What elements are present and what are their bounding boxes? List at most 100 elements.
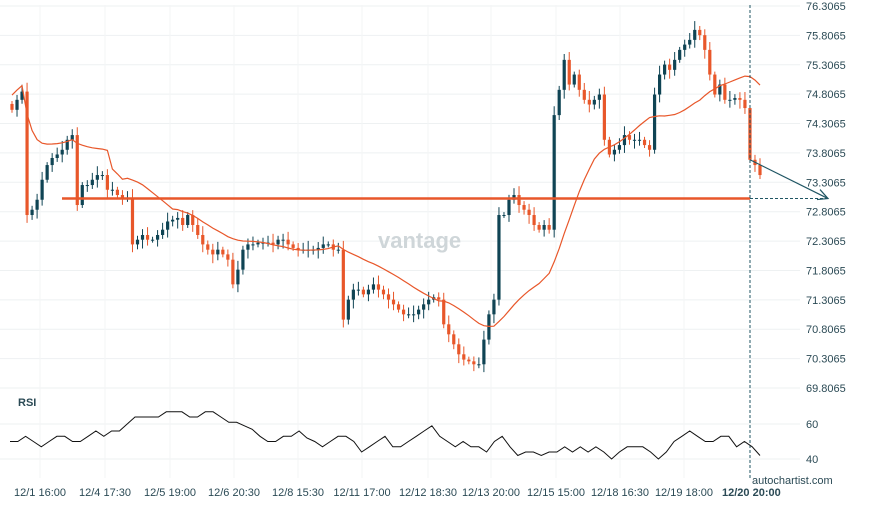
candle-body xyxy=(743,99,747,109)
candle-body xyxy=(422,304,426,310)
candle-body xyxy=(602,94,606,140)
candle-body xyxy=(55,154,59,159)
x-tick: 12/5 19:00 xyxy=(144,487,196,499)
candle-body xyxy=(678,49,682,60)
candle xyxy=(597,88,601,109)
candle-body xyxy=(632,139,637,141)
candle xyxy=(758,158,762,179)
x-tick-current-date: 12/20 xyxy=(722,487,750,499)
candle-body xyxy=(316,247,320,250)
x-tick: 12/18 16:30 xyxy=(591,487,649,499)
candle xyxy=(401,304,406,322)
candle-body xyxy=(517,195,521,206)
candle-body xyxy=(241,249,245,270)
x-tick: 12/13 20:00 xyxy=(462,487,520,499)
x-tick: 12/8 15:30 xyxy=(272,487,324,499)
candle-body xyxy=(617,145,622,150)
candle xyxy=(718,79,722,102)
candle-body xyxy=(457,344,461,355)
candle-body xyxy=(673,59,677,70)
candle xyxy=(698,25,702,41)
candle-body xyxy=(40,179,44,200)
candle-body xyxy=(406,314,411,316)
candle-body xyxy=(567,59,571,85)
candle xyxy=(567,52,571,91)
candle-body xyxy=(351,289,355,300)
candle xyxy=(547,218,551,234)
candle xyxy=(748,105,752,163)
candle-body xyxy=(592,99,596,105)
candle-body xyxy=(652,94,657,150)
candle xyxy=(85,180,89,192)
candle-body xyxy=(647,145,652,150)
candle-body xyxy=(60,149,64,155)
candle-body xyxy=(95,175,99,180)
candle-body xyxy=(386,294,391,300)
candle-body xyxy=(105,175,109,190)
candle xyxy=(477,357,481,369)
candle-body xyxy=(396,304,401,310)
candle xyxy=(713,71,717,98)
candle xyxy=(181,210,185,231)
candle-body xyxy=(447,324,451,335)
candle-body xyxy=(577,74,581,90)
candle xyxy=(286,231,290,251)
credit-text: autochartist.com xyxy=(752,475,833,487)
rsi-tick-60: 60 xyxy=(806,419,818,431)
rsi-tick-40: 40 xyxy=(806,454,818,466)
candle-body xyxy=(562,59,566,90)
candle-body xyxy=(462,354,466,360)
candle xyxy=(150,236,155,243)
candle-body xyxy=(206,244,210,250)
candle xyxy=(512,188,516,204)
candle xyxy=(678,46,682,63)
candle xyxy=(75,127,79,211)
x-tick: 12/4 17:30 xyxy=(79,487,131,499)
candle xyxy=(552,106,556,238)
candle xyxy=(663,60,667,80)
candle xyxy=(723,77,727,104)
candle xyxy=(15,94,19,117)
candle-body xyxy=(748,108,752,160)
candle-body xyxy=(45,165,49,180)
candle xyxy=(145,227,150,246)
candle xyxy=(331,239,335,257)
candle xyxy=(276,235,280,250)
price-tick: 76.3065 xyxy=(806,1,846,13)
candle-body xyxy=(271,242,275,245)
candle xyxy=(743,91,747,114)
candle xyxy=(622,126,627,153)
candle-body xyxy=(10,103,14,110)
candle xyxy=(572,71,576,88)
candle-body xyxy=(738,98,742,100)
candle xyxy=(532,207,536,231)
candle xyxy=(90,172,94,189)
candle xyxy=(25,82,29,223)
candle xyxy=(256,239,260,248)
candle xyxy=(140,229,145,249)
candle-body xyxy=(401,309,406,315)
candle-body xyxy=(75,135,79,206)
candle-body xyxy=(80,185,84,206)
candle-body xyxy=(542,225,546,230)
candle xyxy=(527,203,531,224)
candle-body xyxy=(537,225,541,230)
candle xyxy=(376,275,381,298)
candle-body xyxy=(497,215,501,300)
candle xyxy=(728,91,732,108)
candle xyxy=(356,281,360,296)
candle xyxy=(452,330,456,350)
candle-body xyxy=(296,247,300,250)
price-tick: 74.3065 xyxy=(806,119,846,131)
candle-body xyxy=(50,158,54,166)
candle-body xyxy=(703,35,707,50)
price-tick: 71.3065 xyxy=(806,295,846,307)
candle xyxy=(537,222,541,233)
candle xyxy=(612,144,617,162)
candle xyxy=(386,288,391,309)
candle xyxy=(557,85,561,121)
candle-body xyxy=(467,359,471,362)
candle-body xyxy=(65,139,69,150)
candle xyxy=(406,307,411,319)
candle-body xyxy=(557,89,561,116)
